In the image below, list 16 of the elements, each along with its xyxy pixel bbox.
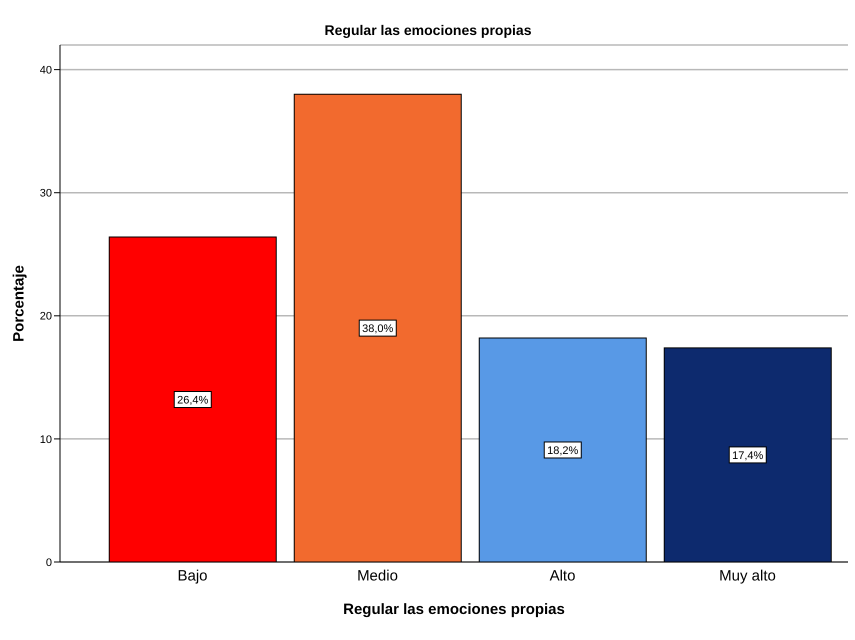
- chart-title: Regular las emociones propias: [324, 22, 532, 38]
- y-axis-title: Porcentaje: [10, 265, 28, 342]
- data-label: 18,2%: [547, 444, 579, 457]
- x-tick-label: Muy alto: [719, 568, 776, 585]
- data-label: 17,4%: [732, 450, 764, 462]
- data-label: 38,0%: [362, 323, 394, 336]
- y-tick-label: 40: [40, 64, 52, 77]
- x-tick-label: Bajo: [177, 568, 208, 585]
- data-label: 26,4%: [177, 394, 209, 407]
- y-tick-label: 30: [40, 188, 52, 200]
- y-tick-label: 10: [40, 434, 52, 446]
- y-tick-label: 20: [40, 310, 52, 323]
- x-tick-label: Medio: [357, 568, 398, 585]
- x-tick-label: Alto: [550, 568, 576, 585]
- y-tick-label: 0: [46, 556, 52, 569]
- x-axis-title: Regular las emociones propias: [343, 601, 565, 618]
